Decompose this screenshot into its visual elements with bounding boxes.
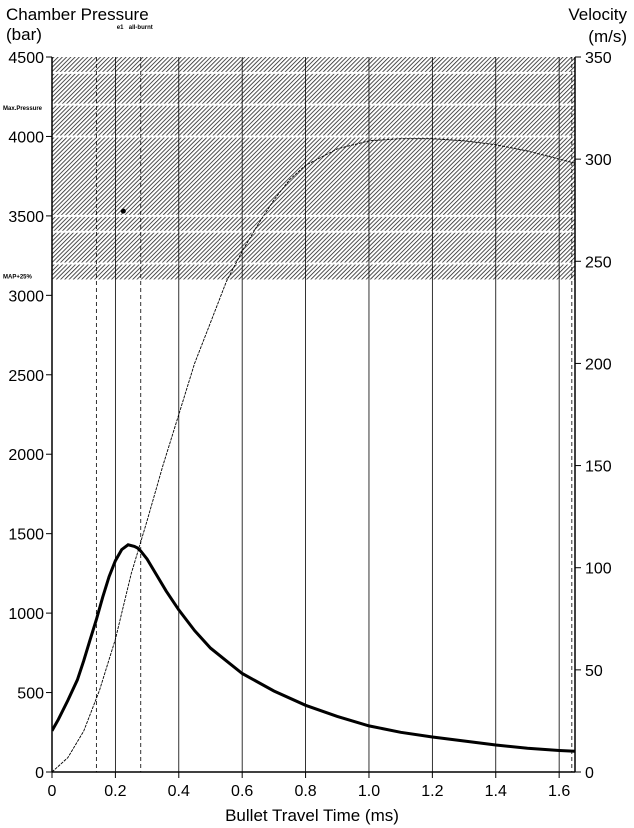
upper-marker-1: all-burnt	[129, 25, 153, 31]
x-tick-label-0: 0	[48, 783, 57, 800]
right-tick-label-1: 50	[585, 663, 603, 680]
left-tick-label-5: 2500	[8, 368, 44, 385]
hatched-band: Max.Pressure MAP+25%	[3, 57, 575, 280]
left-tick-label-6: 3000	[8, 288, 44, 305]
left-tick-label-0: 0	[35, 765, 44, 782]
x-tick-label-5: 1.0	[358, 783, 380, 800]
left-axis-title-line1: Chamber Pressure	[6, 5, 149, 24]
left-tick-label-2: 1000	[8, 606, 44, 623]
right-tick-label-2: 100	[585, 561, 612, 578]
right-axis-title-line2: (m/s)	[588, 27, 627, 46]
x-tick-label-8: 1.6	[548, 783, 570, 800]
x-tick-label-2: 0.4	[168, 783, 190, 800]
left-axis-title-line2: (bar)	[6, 25, 42, 44]
x-tick-label-6: 1.2	[421, 783, 443, 800]
series-velocity-line	[52, 138, 575, 772]
right-tick-label-4: 200	[585, 356, 612, 373]
x-tick-label-1: 0.2	[104, 783, 126, 800]
right-axis-title-line1: Velocity	[568, 5, 627, 24]
hatched-band-rect	[52, 57, 575, 280]
left-tick-label-7: 3500	[8, 209, 44, 226]
series-pressure-line	[52, 543, 575, 753]
x-tick-label-7: 1.4	[485, 783, 507, 800]
x-axis-title: Bullet Travel Time (ms)	[225, 806, 399, 825]
right-tick-label-6: 300	[585, 152, 612, 169]
series-layer	[52, 138, 575, 772]
upper-marker-0: e1	[117, 25, 124, 31]
marker-dot	[120, 208, 126, 214]
right-tick-label-7: 350	[585, 50, 612, 67]
left-tick-label-3: 1500	[8, 527, 44, 544]
band-label-0: Max.Pressure	[3, 106, 43, 112]
left-tick-label-4: 2000	[8, 447, 44, 464]
right-tick-label-3: 150	[585, 459, 612, 476]
left-tick-label-1: 500	[17, 686, 44, 703]
left-tick-label-8: 4000	[8, 129, 44, 146]
right-tick-label-5: 250	[585, 254, 612, 271]
vertical-gridlines: e1 all-burnt	[95, 25, 573, 772]
x-tick-label-4: 0.8	[294, 783, 316, 800]
x-tick-label-3: 0.6	[231, 783, 253, 800]
left-tick-label-9: 4500	[8, 50, 44, 67]
tick-labels: 0500100015002000250030003500400045000501…	[8, 50, 611, 800]
axes	[51, 57, 576, 773]
right-tick-label-0: 0	[585, 765, 594, 782]
band-label-1: MAP+25%	[3, 274, 33, 280]
